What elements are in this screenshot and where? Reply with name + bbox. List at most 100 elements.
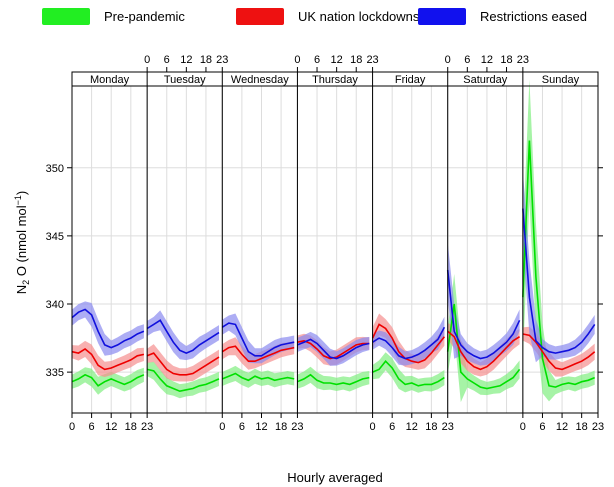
band-pre-pandemic-3 <box>297 366 370 392</box>
band-restrictions-eased-4 <box>372 316 445 366</box>
band-uk-nation-lockdowns-0 <box>72 340 144 377</box>
line-pre-pandemic-4 <box>372 359 445 387</box>
x-axis-label: Hourly averaged <box>287 470 382 485</box>
panel-label-monday: Monday <box>90 74 130 86</box>
x-tick-label-bottom: 12 <box>105 421 117 433</box>
x-tick-label-top: 23 <box>517 54 529 66</box>
line-pre-pandemic-0 <box>71 373 145 387</box>
band-pre-pandemic-1 <box>147 361 219 399</box>
legend-swatch-pre-pandemic <box>42 7 90 25</box>
x-tick-label-bottom: 18 <box>275 421 287 433</box>
line-restrictions-eased-5 <box>446 269 521 360</box>
panel-label-tuesday: Tuesday <box>164 74 206 86</box>
y-label-base: N <box>14 285 29 294</box>
panel-label-sunday: Sunday <box>542 74 580 86</box>
y-label-mid: O (nmol mol <box>14 205 29 280</box>
x-tick-label-bottom: 23 <box>141 421 153 433</box>
y-label-sup: −1 <box>13 195 23 205</box>
line-restrictions-eased-0 <box>71 308 145 349</box>
legend-swatch-uk-lockdowns <box>236 7 284 25</box>
band-restrictions-eased-0 <box>72 301 144 356</box>
legend-item-pre-pandemic: Pre-pandemic <box>42 6 185 26</box>
x-tick-label-top: 12 <box>180 54 192 66</box>
x-tick-label-top: 18 <box>350 54 362 66</box>
y-axis-label: N2 O (nmol mol−1) <box>13 191 31 294</box>
legend-label-pre-pandemic: Pre-pandemic <box>104 8 185 24</box>
series-lines <box>71 140 596 393</box>
x-tick-label-bottom: 6 <box>239 421 245 433</box>
x-tick-label-bottom: 6 <box>89 421 95 433</box>
band-pre-pandemic-6 <box>522 79 595 402</box>
x-tick-label-bottom: 23 <box>592 421 604 433</box>
legend-item-uk-lockdowns: UK nation lockdowns <box>236 6 419 26</box>
panel-label-friday: Friday <box>395 74 426 86</box>
x-tick-label-bottom: 0 <box>370 421 376 433</box>
legend-label-restrictions-eased: Restrictions eased <box>480 8 587 24</box>
x-tick-label-top: 6 <box>464 54 470 66</box>
y-tick-label: 350 <box>46 163 64 175</box>
x-tick-label-top: 23 <box>366 54 378 66</box>
y-tick-label: 345 <box>46 231 64 243</box>
y-tick-label: 340 <box>46 299 64 311</box>
x-tick-label-bottom: 0 <box>219 421 225 433</box>
x-tick-label-top: 6 <box>314 54 320 66</box>
line-restrictions-eased-2 <box>221 322 295 357</box>
x-tick-label-bottom: 0 <box>520 421 526 433</box>
x-tick-label-bottom: 18 <box>576 421 588 433</box>
band-uk-nation-lockdowns-5 <box>447 323 520 377</box>
line-uk-nation-lockdowns-1 <box>146 352 220 376</box>
band-restrictions-eased-3 <box>297 331 370 366</box>
band-uk-nation-lockdowns-6 <box>522 326 595 377</box>
line-pre-pandemic-3 <box>297 373 370 386</box>
x-tick-label-bottom: 6 <box>389 421 395 433</box>
line-pre-pandemic-2 <box>221 372 295 382</box>
x-tick-label-top: 23 <box>216 54 228 66</box>
x-tick-label-top: 0 <box>144 54 150 66</box>
band-pre-pandemic-5 <box>447 274 520 403</box>
x-tick-label-top: 18 <box>500 54 512 66</box>
band-pre-pandemic-4 <box>372 352 445 393</box>
line-restrictions-eased-3 <box>297 338 370 360</box>
x-tick-label-top: 0 <box>294 54 300 66</box>
x-tick-label-bottom: 12 <box>406 421 418 433</box>
x-tick-label-bottom: 23 <box>442 421 454 433</box>
y-label-end: ) <box>14 191 29 195</box>
band-restrictions-eased-6 <box>522 171 595 363</box>
line-uk-nation-lockdowns-6 <box>522 333 596 371</box>
legend-item-restrictions-eased: Restrictions eased <box>418 6 587 26</box>
series-bands <box>72 79 595 403</box>
legend-label-uk-lockdowns: UK nation lockdowns <box>298 8 420 24</box>
y-tick-label: 335 <box>46 367 64 379</box>
line-uk-nation-lockdowns-2 <box>221 345 295 363</box>
band-restrictions-eased-5 <box>447 242 520 366</box>
panel-label-wednesday: Wednesday <box>231 74 289 86</box>
x-tick-label-bottom: 12 <box>255 421 267 433</box>
x-tick-label-top: 0 <box>445 54 451 66</box>
axis-labels: Monday Tuesday Wednesday Thursday Friday Satu… <box>13 54 604 485</box>
band-restrictions-eased-2 <box>222 313 295 364</box>
x-tick-label-bottom: 18 <box>125 421 137 433</box>
line-uk-nation-lockdowns-4 <box>371 323 446 364</box>
line-restrictions-eased-4 <box>372 326 446 360</box>
line-pre-pandemic-5 <box>446 303 521 390</box>
line-pre-pandemic-6 <box>522 140 596 388</box>
plot-border <box>71 71 599 414</box>
panel-label-saturday: Saturday <box>463 74 508 86</box>
y-label-sub: 2 <box>21 280 31 285</box>
line-uk-nation-lockdowns-5 <box>447 330 521 371</box>
x-tick-label-bottom: 18 <box>425 421 437 433</box>
x-tick-label-bottom: 23 <box>291 421 303 433</box>
line-uk-nation-lockdowns-0 <box>71 348 145 371</box>
x-tick-label-top: 6 <box>164 54 170 66</box>
x-tick-label-top: 18 <box>200 54 212 66</box>
line-restrictions-eased-6 <box>522 208 596 354</box>
line-restrictions-eased-1 <box>146 319 220 354</box>
band-uk-nation-lockdowns-1 <box>147 344 219 382</box>
legend-swatch-restrictions-eased <box>418 7 466 25</box>
line-pre-pandemic-1 <box>146 368 220 393</box>
x-tick-label-bottom: 0 <box>69 421 75 433</box>
x-tick-label-bottom: 12 <box>556 421 568 433</box>
plot-frame <box>67 67 603 418</box>
band-restrictions-eased-1 <box>147 310 219 361</box>
